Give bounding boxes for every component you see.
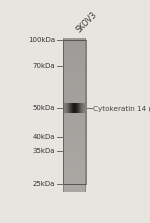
Bar xyxy=(63,44,86,46)
Text: SKOV3: SKOV3 xyxy=(75,10,99,35)
Bar xyxy=(63,173,86,175)
Bar xyxy=(63,65,86,67)
Text: 50kDa: 50kDa xyxy=(33,105,55,111)
Bar xyxy=(63,53,86,55)
Bar xyxy=(63,150,86,152)
Text: 35kDa: 35kDa xyxy=(33,148,55,154)
Bar xyxy=(63,142,86,144)
Text: 40kDa: 40kDa xyxy=(33,134,55,140)
Bar xyxy=(63,125,86,127)
Bar xyxy=(63,42,86,44)
Bar xyxy=(63,158,86,160)
Bar xyxy=(63,134,86,136)
Bar xyxy=(63,179,86,181)
Bar xyxy=(63,102,86,104)
Text: 25kDa: 25kDa xyxy=(33,181,55,187)
Bar xyxy=(63,161,86,163)
Bar xyxy=(63,140,86,142)
Bar xyxy=(63,121,86,123)
Bar xyxy=(63,127,86,129)
Bar xyxy=(63,98,86,100)
Bar xyxy=(63,113,86,115)
Bar xyxy=(63,136,86,138)
Bar xyxy=(63,129,86,131)
Text: 70kDa: 70kDa xyxy=(33,63,55,69)
Bar xyxy=(63,73,86,75)
Bar xyxy=(63,84,86,86)
Bar xyxy=(63,57,86,59)
Bar xyxy=(63,38,86,40)
Bar xyxy=(63,67,86,69)
Text: Cytokeratin 14 (KRT14): Cytokeratin 14 (KRT14) xyxy=(93,105,150,112)
Bar xyxy=(63,169,86,171)
Bar xyxy=(63,94,86,96)
Bar xyxy=(63,88,86,90)
Bar xyxy=(63,46,86,47)
Bar xyxy=(63,185,86,187)
Bar xyxy=(63,105,86,107)
Bar xyxy=(63,55,86,57)
Bar xyxy=(63,52,86,53)
Bar xyxy=(85,38,86,192)
Bar xyxy=(63,190,86,192)
Bar xyxy=(63,167,86,169)
Bar xyxy=(63,123,86,125)
Bar xyxy=(63,148,86,150)
Bar xyxy=(63,152,86,154)
Bar xyxy=(63,63,86,65)
Bar xyxy=(63,40,86,42)
Bar xyxy=(63,171,86,173)
Bar xyxy=(63,104,86,105)
Bar xyxy=(63,165,86,167)
Bar xyxy=(63,117,86,119)
Bar xyxy=(63,61,86,63)
Bar xyxy=(63,76,86,78)
Bar xyxy=(63,69,86,71)
Bar xyxy=(63,156,86,158)
Bar xyxy=(63,59,86,61)
Bar xyxy=(63,131,86,133)
Bar xyxy=(63,119,86,121)
Bar xyxy=(63,111,86,113)
Bar xyxy=(63,181,86,183)
Bar xyxy=(63,107,86,109)
Bar xyxy=(63,154,86,156)
Bar xyxy=(63,160,86,161)
Bar xyxy=(63,187,86,189)
Bar xyxy=(63,189,86,190)
Bar xyxy=(63,82,86,84)
Bar xyxy=(63,96,86,98)
Bar xyxy=(63,92,86,94)
Bar xyxy=(63,138,86,140)
Bar xyxy=(63,144,86,146)
Bar xyxy=(63,175,86,177)
Bar xyxy=(63,78,86,81)
Bar xyxy=(63,90,86,92)
Bar xyxy=(63,75,86,76)
Bar xyxy=(63,133,86,134)
Bar xyxy=(63,71,86,73)
Bar xyxy=(63,100,86,102)
Bar xyxy=(63,38,64,192)
Bar xyxy=(63,109,86,111)
Bar xyxy=(63,163,86,165)
Bar xyxy=(63,86,86,88)
Bar xyxy=(63,47,86,50)
Bar xyxy=(63,177,86,179)
Bar xyxy=(63,50,86,52)
Bar xyxy=(63,115,86,117)
Text: 100kDa: 100kDa xyxy=(28,37,55,43)
Bar xyxy=(63,146,86,148)
Bar xyxy=(63,81,86,82)
Bar xyxy=(63,183,86,185)
